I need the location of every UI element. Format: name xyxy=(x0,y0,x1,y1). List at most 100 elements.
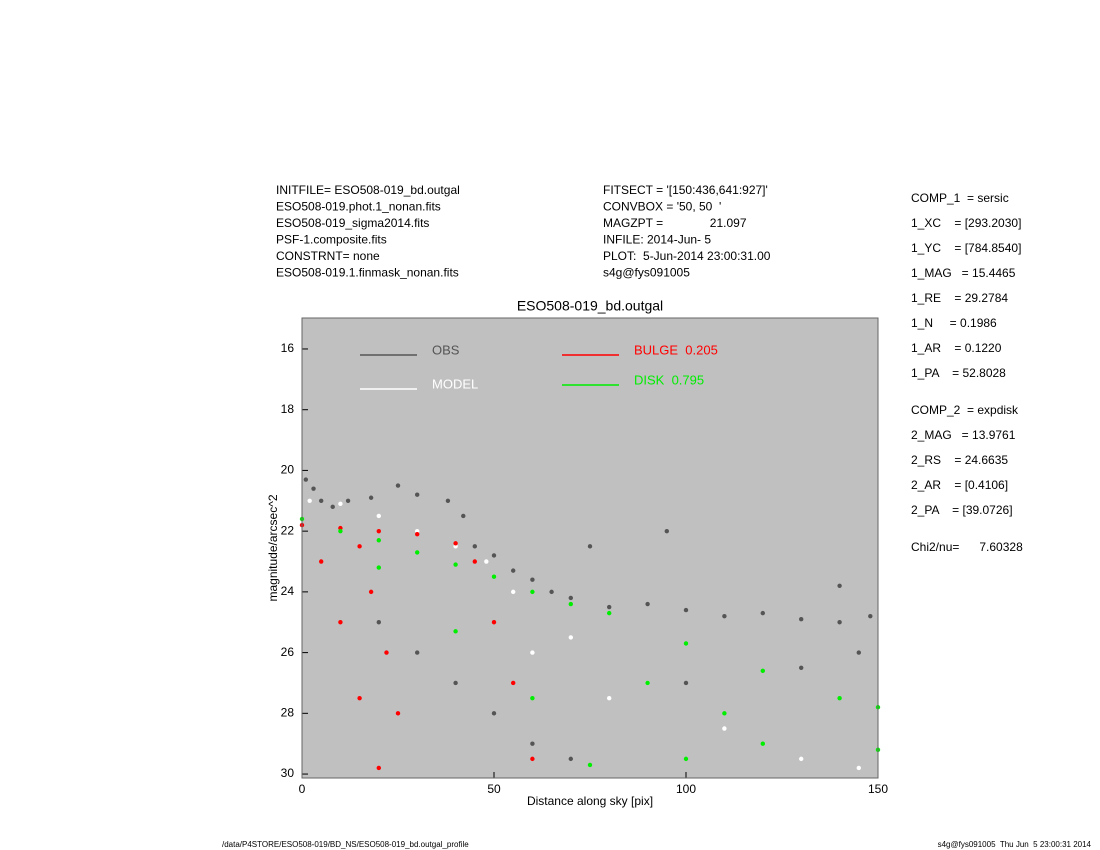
data-point xyxy=(491,711,497,716)
data-point xyxy=(415,492,420,497)
data-point xyxy=(345,498,351,503)
parameter-line: 2_PA = [39.0726] xyxy=(911,503,1013,517)
header-left-line: INITFILE= ESO508-019_bd.outgal xyxy=(276,183,460,197)
data-point xyxy=(368,495,374,500)
data-point xyxy=(415,528,420,534)
data-point xyxy=(799,756,804,762)
data-point xyxy=(491,620,497,625)
data-point xyxy=(338,620,343,625)
data-point xyxy=(472,544,477,549)
parameter-line: 1_N = 0.1986 xyxy=(911,316,997,330)
data-point xyxy=(303,477,309,482)
data-point xyxy=(415,550,420,555)
data-point xyxy=(472,559,477,564)
data-point xyxy=(837,583,842,589)
data-point xyxy=(395,483,401,488)
data-point xyxy=(645,680,650,686)
data-point xyxy=(568,595,573,601)
parameter-line: 2_RS = 24.6635 xyxy=(911,453,1008,467)
y-tick-label: 20 xyxy=(281,463,295,477)
parameter-line: 1_RE = 29.2784 xyxy=(911,291,1008,305)
y-tick-label: 26 xyxy=(281,645,295,659)
header-middle-line: PLOT: 5-Jun-2014 23:00:31.00 xyxy=(603,249,771,263)
data-point xyxy=(530,577,535,582)
data-point xyxy=(856,765,861,771)
data-point xyxy=(587,762,593,768)
data-point xyxy=(395,711,401,716)
data-point xyxy=(722,726,727,731)
parameter-line: 1_MAG = 15.4465 xyxy=(911,266,1016,280)
data-point xyxy=(415,531,420,537)
parameter-line: 2_MAG = 13.9761 xyxy=(911,428,1016,442)
data-point xyxy=(319,559,324,564)
data-point xyxy=(338,525,343,531)
x-tick-label: 50 xyxy=(487,782,501,796)
data-point xyxy=(722,711,727,716)
data-point xyxy=(511,680,516,686)
data-point xyxy=(760,668,765,674)
header-middle-line: CONVBOX = '50, 50 ' xyxy=(603,200,721,214)
data-point xyxy=(607,604,612,610)
data-point xyxy=(568,635,573,640)
data-point xyxy=(530,756,535,762)
header-middle-line: s4g@fys091005 xyxy=(603,266,690,280)
plot-frame xyxy=(301,317,879,779)
data-point xyxy=(837,695,842,701)
y-tick-label: 28 xyxy=(281,705,295,719)
data-point xyxy=(453,544,458,549)
data-point xyxy=(587,544,593,549)
y-tick-label: 18 xyxy=(281,402,295,416)
data-point xyxy=(461,513,466,519)
y-tick-label: 24 xyxy=(281,584,295,598)
data-point xyxy=(511,568,516,573)
header-middle-line: MAGZPT = 21.097 xyxy=(603,216,747,230)
data-point xyxy=(376,620,381,625)
data-point xyxy=(664,528,669,534)
data-point xyxy=(453,541,458,546)
data-point xyxy=(376,565,381,570)
parameter-line: COMP_1 = sersic xyxy=(911,191,1009,205)
data-point xyxy=(683,641,689,646)
data-point xyxy=(453,629,458,634)
data-point xyxy=(511,589,516,595)
parameter-line: 2_AR = [0.4106] xyxy=(911,478,1008,492)
data-point xyxy=(530,695,535,701)
data-point xyxy=(799,617,804,622)
data-point xyxy=(376,765,381,771)
data-point xyxy=(530,589,535,595)
header-left-line: ESO508-019.1.finmask_nonan.fits xyxy=(276,266,459,280)
data-point xyxy=(568,756,573,762)
data-point xyxy=(683,680,689,686)
legend-label: DISK 0.795 xyxy=(634,372,704,387)
data-point xyxy=(376,528,381,534)
data-point xyxy=(330,504,335,510)
y-axis-label: magnitude/arcsec^2 xyxy=(266,494,280,601)
data-point xyxy=(415,650,420,655)
header-left-line: ESO508-019.phot.1_nonan.fits xyxy=(276,200,441,214)
x-axis-label: Distance along sky [pix] xyxy=(527,794,653,808)
parameter-line: 1_XC = [293.2030] xyxy=(911,216,1021,230)
header-left-line: CONSTRNT= none xyxy=(276,249,380,263)
data-point xyxy=(760,741,765,746)
header-middle-line: FITSECT = '[150:436,641:927]' xyxy=(603,183,768,197)
parameter-line: Chi2/nu= 7.60328 xyxy=(911,540,1023,554)
data-point xyxy=(868,613,873,619)
x-tick-label: 0 xyxy=(299,782,306,796)
data-point xyxy=(453,680,458,686)
data-point xyxy=(453,562,458,567)
data-point xyxy=(530,741,535,746)
x-tick-label: 150 xyxy=(868,782,888,796)
data-point xyxy=(491,553,497,558)
parameter-line: 1_AR = 0.1220 xyxy=(911,341,1002,355)
data-point xyxy=(722,613,727,619)
data-point xyxy=(760,610,765,616)
footer-right: s4g@fys091005 Thu Jun 5 23:00:31 2014 xyxy=(938,840,1092,849)
data-point xyxy=(311,486,316,491)
data-point xyxy=(368,589,374,595)
data-point xyxy=(799,665,804,670)
parameter-line: 1_YC = [784.8540] xyxy=(911,241,1021,255)
data-point xyxy=(376,513,381,519)
data-point xyxy=(530,650,535,655)
data-point xyxy=(683,756,689,762)
